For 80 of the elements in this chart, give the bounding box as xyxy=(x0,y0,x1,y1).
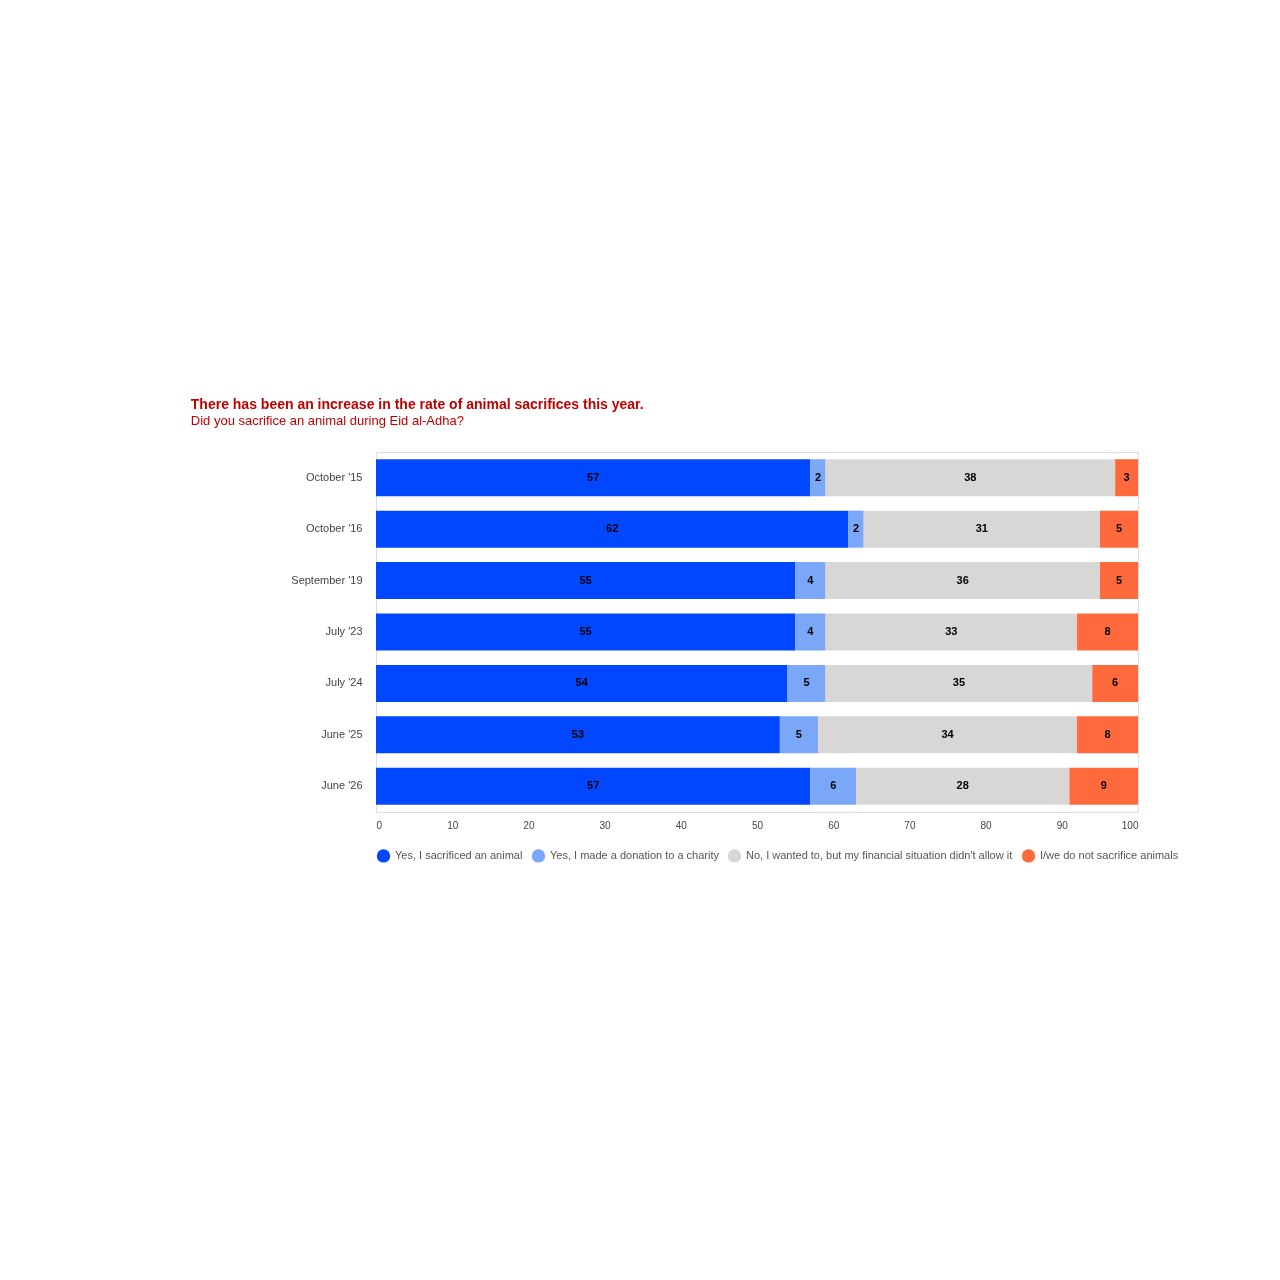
x-tick-label: 100 xyxy=(1121,819,1139,831)
bar xyxy=(1115,459,1138,497)
bar xyxy=(376,613,796,651)
bar xyxy=(376,767,811,805)
bar xyxy=(1077,716,1138,754)
bar xyxy=(376,510,849,548)
legend-label: I/we do not sacrifice animals xyxy=(1040,848,1179,861)
x-tick-label: 90 xyxy=(1056,819,1069,831)
x-tick-label: 40 xyxy=(675,819,688,831)
y-tick-label: September '19 xyxy=(291,573,363,586)
bar xyxy=(376,562,796,600)
bar xyxy=(779,716,818,754)
chart-subtitle: Did you sacrifice an animal during Eid al-Adha? xyxy=(190,413,464,428)
data-label: 33 xyxy=(945,625,958,637)
y-tick-label: October '16 xyxy=(305,522,363,535)
legend-label: Yes, I sacrificed an animal xyxy=(395,848,523,861)
data-label: 53 xyxy=(571,727,585,740)
data-label: 5 xyxy=(1115,573,1123,586)
data-label: 55 xyxy=(579,625,592,637)
legend-label: No, I wanted to, but my financial situation didn't allow it xyxy=(746,848,1013,861)
data-label: 2 xyxy=(814,470,822,483)
data-label: 3 xyxy=(1123,470,1130,483)
y-tick-label: July '23 xyxy=(325,625,363,637)
bar xyxy=(825,562,1100,600)
data-label: 31 xyxy=(975,522,988,535)
x-tick-label: 10 xyxy=(447,819,459,831)
data-label: 5 xyxy=(803,676,810,689)
data-label: 57 xyxy=(587,779,600,792)
data-label: 57 xyxy=(587,470,600,483)
data-label: 62 xyxy=(606,522,619,535)
bar xyxy=(825,459,1116,497)
data-label: 55 xyxy=(579,573,592,586)
chart-title: There has been an increase in the rate of animal sacrifices this year. xyxy=(190,396,644,412)
bar xyxy=(1069,767,1138,805)
data-label: 4 xyxy=(807,625,815,637)
bar xyxy=(795,562,826,600)
bar xyxy=(810,767,857,805)
y-tick-label: October '15 xyxy=(305,470,363,483)
data-label: 6 xyxy=(830,779,837,792)
data-label: 8 xyxy=(1104,727,1111,740)
bar xyxy=(1099,510,1138,548)
y-tick-label: June '25 xyxy=(321,727,363,740)
x-tick-label: 0 xyxy=(376,819,383,831)
data-label: 36 xyxy=(956,573,969,586)
y-tick-label: July '24 xyxy=(325,676,363,689)
bar xyxy=(810,459,826,497)
x-tick-label: 50 xyxy=(751,819,764,831)
x-tick-label: 70 xyxy=(904,819,916,831)
x-tick-label: 20 xyxy=(523,819,535,831)
legend-label: Yes, I made a donation to a charity xyxy=(550,848,720,861)
data-label: 4 xyxy=(807,573,815,586)
data-label: 28 xyxy=(956,779,969,792)
data-label: 8 xyxy=(1104,625,1111,637)
x-tick-label: 80 xyxy=(980,819,993,831)
bar xyxy=(376,716,780,754)
data-label: 35 xyxy=(952,676,966,689)
data-label: 2 xyxy=(853,522,860,535)
x-tick-label: 60 xyxy=(828,819,840,831)
data-label: 34 xyxy=(941,727,955,740)
data-label: 38 xyxy=(964,470,977,483)
bar xyxy=(787,664,826,702)
data-label: 6 xyxy=(1112,676,1119,689)
data-label: 5 xyxy=(795,727,802,740)
bar xyxy=(376,459,811,497)
bar xyxy=(1077,613,1138,651)
bar xyxy=(376,664,788,702)
data-label: 54 xyxy=(575,676,589,689)
bar xyxy=(856,767,1070,805)
data-label: 9 xyxy=(1100,779,1107,792)
bar xyxy=(795,613,826,651)
y-tick-label: June '26 xyxy=(321,779,363,792)
bar xyxy=(825,613,1078,651)
data-label: 5 xyxy=(1115,522,1123,535)
bar xyxy=(825,664,1093,702)
bar xyxy=(863,510,1100,548)
bar xyxy=(1099,562,1138,600)
x-tick-label: 30 xyxy=(599,819,612,831)
bar xyxy=(1092,664,1138,702)
bar xyxy=(848,510,864,548)
bar xyxy=(817,716,1078,754)
